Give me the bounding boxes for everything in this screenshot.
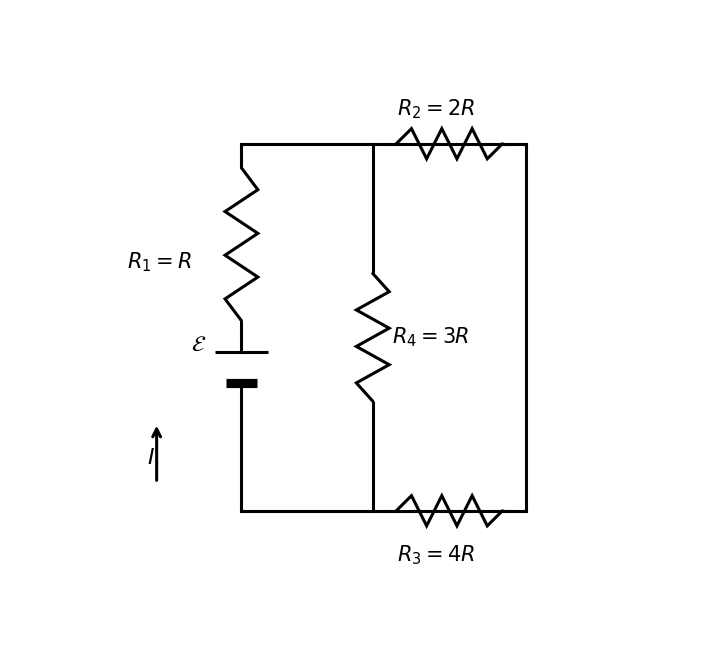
Text: $R_1 = R$: $R_1 = R$ — [126, 250, 191, 274]
Text: $I$: $I$ — [147, 448, 155, 468]
Text: $R_3 = 4R$: $R_3 = 4R$ — [397, 543, 474, 567]
Text: $R_4 = 3R$: $R_4 = 3R$ — [392, 325, 469, 349]
Text: $\mathcal{E}$: $\mathcal{E}$ — [191, 335, 206, 355]
Text: $R_2 = 2R$: $R_2 = 2R$ — [397, 97, 474, 121]
